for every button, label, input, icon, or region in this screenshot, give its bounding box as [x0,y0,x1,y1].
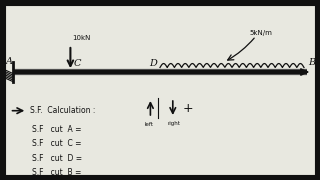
Text: B: B [308,58,316,67]
Text: S.F   cut  D =: S.F cut D = [32,154,82,163]
Text: S.F.  Calculation :: S.F. Calculation : [30,106,96,115]
Text: D: D [149,58,157,68]
Text: 10kN: 10kN [72,35,90,40]
Text: C: C [74,58,81,68]
Text: +: + [182,102,193,115]
Text: S.F   cut  B =: S.F cut B = [32,168,81,177]
Text: S.F   cut  C =: S.F cut C = [32,140,82,148]
Text: right: right [168,122,181,127]
Text: 5kN/m: 5kN/m [250,30,272,36]
Text: S.F   cut  A =: S.F cut A = [32,125,82,134]
Text: A: A [6,57,13,66]
Text: left: left [144,122,153,127]
